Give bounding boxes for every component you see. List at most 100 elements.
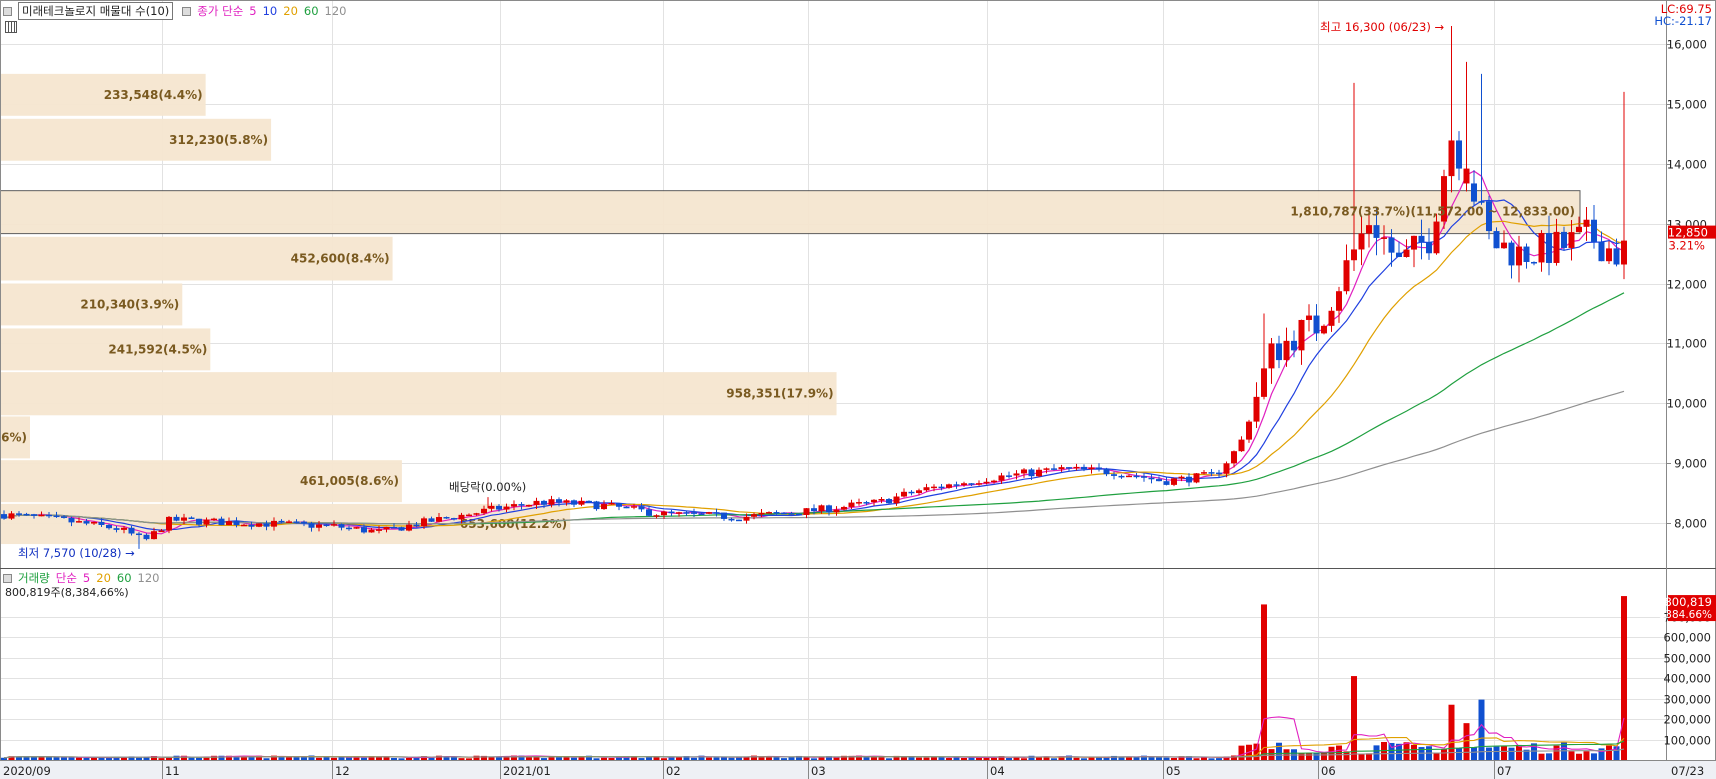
- volume-bar: [1043, 756, 1050, 760]
- ma-label: 종가 단순: [197, 4, 244, 18]
- volume-bar: [91, 757, 97, 760]
- candle-body: [136, 533, 142, 536]
- legend-collapse-icon[interactable]: [3, 6, 12, 16]
- volume-bar: [1553, 745, 1560, 760]
- candle-body: [1028, 469, 1035, 477]
- volume-tick-label: 200,000: [1663, 713, 1711, 727]
- volume-bar: [796, 755, 802, 760]
- volume-bar: [398, 758, 405, 760]
- volume-bar: [38, 756, 45, 760]
- volume-legend-icon[interactable]: [3, 573, 12, 583]
- volume-bar: [661, 758, 667, 760]
- candle-body: [301, 521, 307, 524]
- volume-bar: [1231, 755, 1237, 760]
- volume-bar: [923, 757, 930, 760]
- candle-body: [31, 514, 37, 516]
- volume-bar: [631, 756, 637, 760]
- volume-bar: [736, 756, 742, 760]
- candle-body: [233, 521, 240, 526]
- volume-bar: [413, 757, 420, 760]
- candle-body: [803, 508, 810, 515]
- candle-body: [173, 516, 180, 521]
- candle-body: [503, 506, 510, 510]
- volume-bar: [1253, 743, 1260, 760]
- calculator-icon[interactable]: [5, 21, 17, 33]
- volume-bar: [698, 755, 705, 760]
- candle-body: [1186, 476, 1192, 483]
- volume-bar: [1613, 746, 1620, 760]
- volume-bar: [901, 756, 907, 760]
- candle-body: [1583, 219, 1590, 227]
- overlay-annotations: 1,810,787(33.7%)(11,572.00 ~ 12,833.00) 최…: [18, 2, 1716, 622]
- volume-bar: [421, 756, 427, 760]
- candle-body: [1493, 231, 1500, 249]
- candle-body: [721, 512, 727, 519]
- profile-band: [0, 118, 272, 161]
- ma-legend-icon[interactable]: [182, 6, 192, 16]
- candle-body: [1141, 476, 1147, 478]
- volume-bar: [1621, 596, 1627, 760]
- price-legend: 미래테크놀로지 매물대 수(10) 종가 단순 5 10 20 60 120: [0, 2, 352, 20]
- candle-body: [1478, 201, 1485, 203]
- vol-ma-period-60: 60: [116, 571, 132, 585]
- volume-bar: [908, 756, 915, 760]
- candle-body: [1298, 319, 1305, 351]
- volume-bar: [1126, 757, 1132, 760]
- volume-bar: [196, 757, 202, 760]
- candle-body: [83, 521, 90, 524]
- volume-bar: [646, 756, 652, 760]
- volume-bars: [1, 596, 1627, 760]
- candle-body: [248, 524, 255, 527]
- candle-body: [758, 512, 765, 515]
- high-annotation: 최고 16,300 (06/23) →: [1320, 20, 1444, 34]
- volume-bar: [1508, 747, 1515, 760]
- x-tick-label: 2020/09: [3, 764, 51, 778]
- candle-body: [953, 484, 960, 486]
- candle-body: [391, 526, 397, 529]
- candle-body: [1456, 140, 1462, 169]
- volume-bar: [623, 756, 630, 760]
- candle-body: [548, 499, 555, 505]
- ma-period-5: 5: [249, 4, 257, 18]
- volume-bar: [346, 757, 352, 760]
- candle-body: [361, 527, 367, 533]
- ma-period-60: 60: [303, 4, 319, 18]
- volume-bar: [1201, 756, 1207, 760]
- candle-body: [961, 483, 967, 486]
- candle-body: [1103, 468, 1110, 475]
- volume-bar: [226, 755, 232, 760]
- candle-body: [1171, 478, 1177, 485]
- chart-title[interactable]: 미래테크놀로지 매물대 수(10): [18, 2, 174, 20]
- candle-body: [278, 520, 285, 523]
- volume-bar: [1148, 756, 1155, 760]
- volume-ma-lines: [3, 716, 1625, 759]
- candle-body: [451, 518, 457, 520]
- volume-bar: [151, 756, 157, 760]
- candle-body: [1426, 242, 1432, 254]
- candle-body: [646, 509, 652, 516]
- vol-ma-period-5: 5: [82, 571, 91, 585]
- candle-body: [1193, 473, 1200, 483]
- volume-bar: [1388, 742, 1395, 760]
- volume-bar: [1171, 757, 1177, 760]
- volume-bar: [1456, 748, 1462, 760]
- volume-bar: [608, 758, 615, 760]
- candle-body: [368, 529, 375, 533]
- candle-body: [406, 524, 412, 531]
- candle-body: [1568, 232, 1575, 248]
- volume-bar: [773, 757, 780, 760]
- candle-body: [736, 519, 742, 522]
- volume-bar: [23, 756, 30, 760]
- volume-bar: [331, 757, 337, 760]
- volume-bar: [751, 755, 757, 760]
- low-annotation: 최저 7,570 (10/28) →: [18, 546, 135, 560]
- volume-bar: [443, 756, 450, 760]
- candle-body: [818, 505, 825, 512]
- ma-period-120: 120: [324, 4, 347, 18]
- volume-bar: [556, 756, 562, 760]
- volume-bar: [721, 756, 727, 760]
- volume-bar: [1433, 753, 1440, 760]
- candle-body: [263, 523, 270, 527]
- volume-bar: [128, 756, 135, 760]
- candle-body: [1381, 237, 1387, 239]
